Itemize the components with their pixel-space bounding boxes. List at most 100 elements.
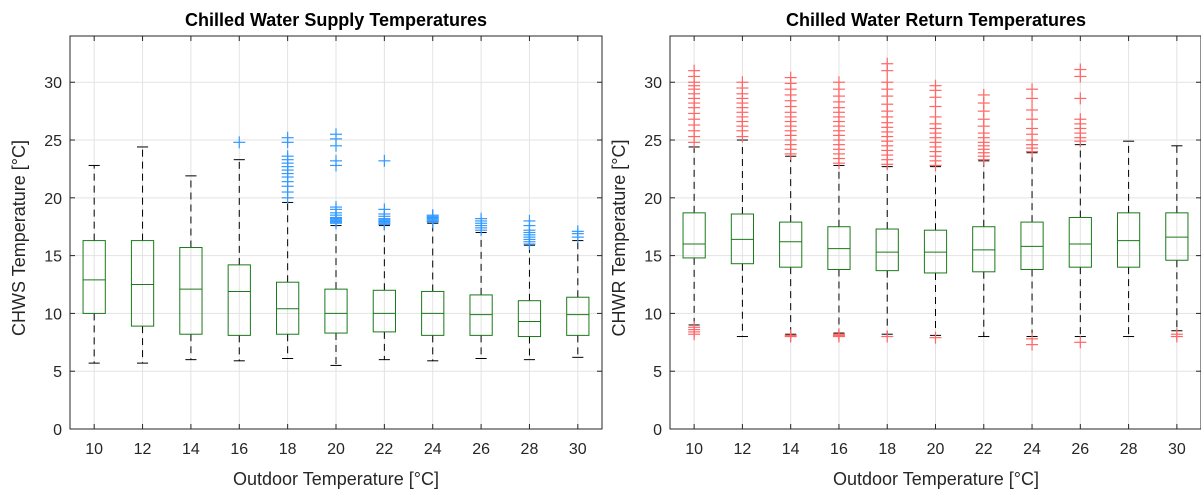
box-12 — [730, 76, 755, 338]
iqr-box — [469, 294, 493, 336]
iqr-box — [179, 247, 203, 335]
outlier-point — [881, 330, 894, 343]
y-tick-label: 5 — [53, 364, 62, 381]
y-tick-label: 20 — [44, 191, 62, 208]
outlier-point — [1170, 328, 1183, 341]
iqr-box — [730, 213, 755, 265]
outlier-point — [736, 76, 749, 89]
x-tick-label: 10 — [685, 441, 703, 458]
iqr-box — [1020, 221, 1044, 270]
x-tick-label: 26 — [1071, 441, 1089, 458]
outlier-point — [330, 201, 342, 214]
box-24 — [1020, 83, 1044, 351]
iqr-box — [82, 240, 106, 314]
box-22 — [972, 88, 996, 338]
outlier-point — [977, 88, 990, 101]
outlier-point — [1026, 332, 1039, 345]
box-10 — [682, 64, 706, 341]
x-tick-label: 18 — [279, 441, 297, 458]
box-14 — [779, 71, 803, 343]
x-tick-label: 16 — [230, 441, 248, 458]
x-tick-label: 24 — [1023, 441, 1041, 458]
outlier-point — [426, 209, 439, 222]
y-axis-label: CHWS Temperature [°C] — [9, 140, 29, 336]
box-18 — [276, 131, 300, 359]
y-tick-label: 25 — [44, 133, 62, 150]
outlier-point — [929, 331, 942, 344]
outlier-point — [688, 321, 701, 334]
outlier-point — [475, 212, 488, 225]
x-tick-label: 24 — [424, 441, 442, 458]
outlier-point — [881, 57, 894, 70]
iqr-box — [517, 300, 542, 338]
box-26 — [469, 212, 493, 359]
chart-title: Chilled Water Supply Temperatures — [185, 10, 487, 30]
x-tick-label: 14 — [182, 441, 200, 458]
outlier-point — [571, 225, 584, 238]
box-22 — [372, 154, 396, 361]
chws-boxplot-panel: Chilled Water Supply Temperatures Outdoo… — [9, 10, 603, 489]
iqr-box — [1068, 216, 1092, 268]
box-14 — [179, 175, 203, 361]
box-20 — [324, 128, 348, 366]
x-axis-label: Outdoor Temperature [°C] — [833, 469, 1039, 489]
box-16 — [227, 136, 251, 362]
x-tick-label: 28 — [521, 441, 539, 458]
y-axis-label: CHWR Temperature [°C] — [609, 140, 629, 337]
outlier-point — [784, 329, 797, 342]
box-10 — [82, 164, 106, 364]
y-tick-label: 10 — [44, 306, 62, 323]
box-12 — [130, 146, 155, 364]
chwr-boxplot-panel: Chilled Water Return Temperatures Outdoo… — [609, 10, 1201, 489]
y-tick-label: 0 — [653, 422, 662, 439]
box-26 — [1068, 63, 1092, 349]
outlier-point — [688, 64, 701, 77]
y-tick-label: 10 — [644, 306, 662, 323]
x-tick-label: 20 — [927, 441, 945, 458]
x-tick-label: 22 — [375, 441, 393, 458]
iqr-box — [923, 229, 948, 274]
outlier-point — [929, 110, 942, 123]
box-18 — [875, 57, 899, 343]
outlier-point — [1074, 63, 1087, 76]
x-tick-label: 26 — [472, 441, 490, 458]
outlier-point — [330, 154, 342, 167]
y-tick-label: 15 — [44, 249, 62, 266]
box-30 — [1165, 145, 1189, 343]
outlier-point — [784, 71, 797, 84]
x-tick-label: 30 — [1168, 441, 1186, 458]
x-axis-label: Outdoor Temperature [°C] — [233, 469, 439, 489]
x-tick-label: 20 — [327, 441, 345, 458]
x-tick-label: 12 — [734, 441, 752, 458]
box-20 — [923, 79, 948, 344]
x-tick-label: 10 — [85, 441, 103, 458]
x-tick-label: 22 — [975, 441, 993, 458]
y-tick-label: 25 — [644, 133, 662, 150]
outlier-point — [1074, 113, 1087, 126]
outlier-point — [1074, 336, 1087, 349]
outlier-point — [330, 128, 342, 141]
outlier-point — [1026, 83, 1039, 96]
y-tick-label: 5 — [653, 364, 662, 381]
x-tick-label: 28 — [1120, 441, 1138, 458]
y-tick-label: 0 — [53, 422, 62, 439]
box-30 — [566, 225, 590, 358]
x-tick-label: 16 — [830, 441, 848, 458]
x-tick-label: 30 — [569, 441, 587, 458]
iqr-box — [1165, 212, 1189, 261]
iqr-box — [1116, 212, 1141, 268]
y-tick-label: 15 — [644, 249, 662, 266]
y-tick-label: 30 — [44, 75, 62, 92]
chart-title: Chilled Water Return Temperatures — [786, 10, 1086, 30]
box-28 — [1116, 140, 1141, 338]
iqr-box — [972, 226, 996, 273]
outlier-point — [929, 79, 942, 92]
iqr-box — [276, 281, 300, 335]
outlier-point — [832, 76, 845, 89]
box-28 — [517, 214, 542, 361]
y-tick-label: 20 — [644, 191, 662, 208]
iqr-box — [682, 212, 706, 259]
iqr-box — [227, 264, 251, 336]
outlier-point — [281, 131, 294, 144]
